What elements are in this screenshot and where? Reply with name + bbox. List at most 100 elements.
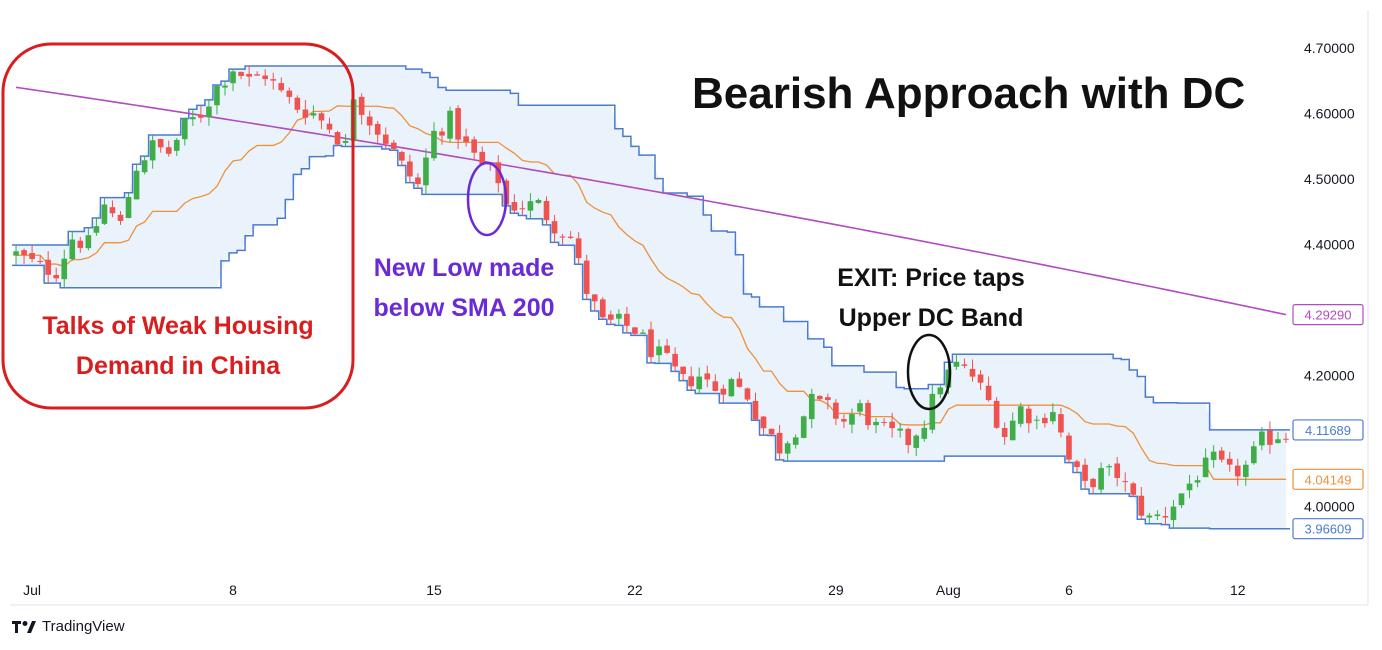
candle-body — [246, 73, 252, 77]
candle — [157, 138, 164, 153]
candle-body — [945, 369, 952, 388]
candle-body — [495, 162, 502, 184]
candle — [423, 148, 429, 195]
candle — [1162, 506, 1169, 525]
candle — [648, 321, 654, 363]
y-tick-label: 4.40000 — [1304, 237, 1355, 253]
price-label-box — [1292, 468, 1364, 490]
candle-body — [688, 376, 695, 387]
candle — [278, 77, 285, 93]
candle-body — [85, 235, 92, 249]
candle — [776, 424, 783, 460]
exit-text: EXIT: Price taps — [837, 264, 1025, 292]
candle — [366, 110, 373, 136]
candle — [302, 99, 309, 125]
candle-body — [415, 177, 421, 185]
candle — [849, 408, 855, 434]
candle — [1234, 458, 1241, 486]
candle-body — [913, 435, 920, 448]
candle-body — [1154, 514, 1161, 517]
candle-body — [527, 201, 534, 211]
candle — [993, 397, 1000, 429]
candle-body — [736, 378, 743, 387]
candle — [318, 111, 325, 130]
candle — [455, 105, 461, 149]
candle-body — [278, 83, 285, 91]
candle-body — [1042, 417, 1048, 424]
candle — [1138, 486, 1145, 520]
candle-body — [222, 85, 228, 88]
candle — [1251, 441, 1257, 465]
candle-body — [953, 361, 960, 367]
candle-body — [334, 132, 341, 145]
candle — [808, 388, 815, 429]
candle-body — [198, 115, 204, 118]
candle-body — [543, 201, 550, 221]
candle — [374, 120, 381, 143]
candle-body — [471, 139, 477, 153]
candle — [977, 370, 984, 390]
candle-body — [591, 294, 598, 302]
candle-body — [1226, 458, 1233, 465]
candle — [591, 293, 598, 312]
candle-body — [567, 236, 574, 238]
candle-body — [1162, 516, 1169, 518]
candle-body — [575, 238, 582, 259]
candle — [969, 359, 976, 382]
candle-body — [29, 253, 35, 259]
candle-body — [519, 208, 526, 210]
candle-body — [776, 432, 783, 454]
candle-body — [1202, 457, 1209, 478]
candle — [101, 197, 108, 225]
candle-body — [1259, 431, 1265, 446]
candle — [672, 347, 678, 372]
candle-body — [133, 170, 140, 200]
x-tick-label: 29 — [828, 582, 844, 598]
candle — [1082, 458, 1088, 490]
candle-body — [825, 397, 831, 400]
candle — [117, 211, 124, 225]
candle — [897, 422, 903, 438]
candle — [133, 164, 140, 200]
candle-body — [1242, 464, 1249, 477]
candle-body — [431, 130, 437, 159]
candle — [109, 200, 116, 218]
candle — [125, 192, 132, 219]
candle — [254, 71, 260, 76]
candle — [69, 231, 76, 261]
candle-body — [656, 346, 662, 356]
candle — [511, 194, 518, 214]
candle — [1186, 474, 1193, 499]
candle-body — [921, 427, 928, 439]
candle — [1114, 456, 1121, 487]
candle — [527, 193, 534, 219]
tradingview-brand[interactable]: TradingView — [12, 618, 125, 635]
candle-body — [13, 251, 19, 256]
candle-body — [696, 376, 703, 390]
candle — [937, 385, 944, 399]
candle-body — [1267, 430, 1273, 445]
candle — [382, 127, 389, 150]
candle — [1122, 472, 1129, 492]
candle-body — [69, 239, 76, 260]
candle — [857, 399, 863, 417]
y-tick-label: 4.00000 — [1304, 499, 1355, 515]
candle-body — [37, 261, 43, 263]
candle-body — [206, 106, 212, 118]
candle-body — [1098, 468, 1104, 490]
candle-body — [1146, 515, 1153, 518]
x-tick-label: Jul — [23, 582, 41, 598]
dc-upper-line — [12, 65, 1290, 431]
candle-body — [390, 142, 397, 149]
candle-body — [841, 419, 847, 422]
candle — [624, 306, 630, 333]
candle — [1050, 403, 1056, 425]
candle-body — [93, 226, 100, 233]
candle — [21, 248, 27, 264]
candle — [45, 251, 51, 284]
candle — [1033, 415, 1040, 430]
candle-body — [816, 395, 823, 399]
candle — [37, 255, 43, 264]
candle-body — [511, 202, 518, 211]
candle — [1275, 431, 1281, 444]
